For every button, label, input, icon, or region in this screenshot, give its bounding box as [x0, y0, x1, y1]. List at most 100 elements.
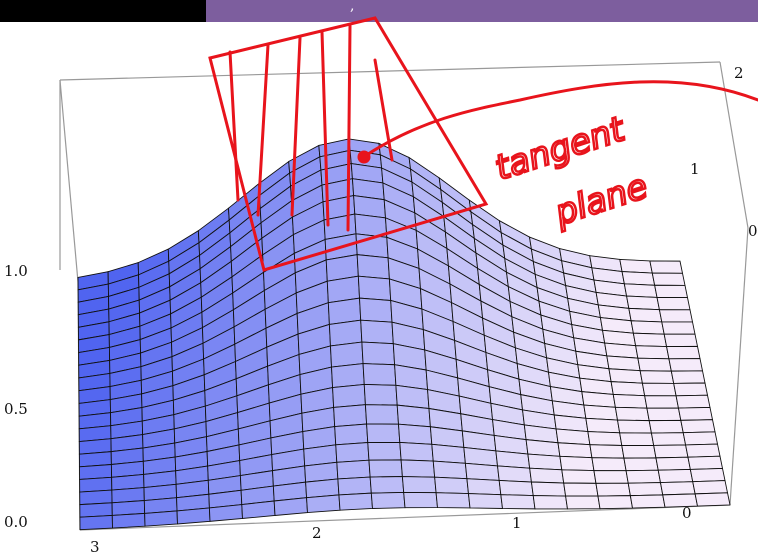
surface-cell [620, 433, 654, 446]
z-tick-label: 0.0 [4, 513, 28, 531]
surface-cell [611, 382, 645, 396]
surface-cell [686, 444, 720, 457]
surface-cell [112, 501, 145, 516]
surface-cell [336, 443, 369, 463]
surface-cell [80, 503, 112, 517]
surface-cell [468, 494, 502, 509]
x-tick-label: 2 [312, 524, 322, 542]
surface-cell [337, 460, 370, 479]
surface-cell [693, 481, 728, 494]
surface-cell [671, 371, 705, 384]
surface-cell [652, 273, 685, 285]
surface-cell [367, 424, 400, 443]
top-bar-right [206, 0, 758, 22]
surface-cell [690, 468, 725, 481]
surface-cell [676, 395, 710, 408]
surface-cell [622, 272, 655, 286]
surface-cell [613, 394, 647, 408]
surface-cell [464, 447, 498, 466]
y-tick-label: 2 [734, 64, 744, 82]
top-bar-left [0, 0, 206, 22]
tangent-point [359, 152, 369, 162]
surface-cell [112, 513, 145, 528]
x-tick-label: 0 [682, 504, 692, 522]
surface-cell [656, 457, 690, 470]
surface-cell [659, 310, 692, 322]
surface-cell [607, 356, 640, 371]
surface-cell [556, 429, 590, 445]
surface-cell [80, 490, 112, 505]
surface-cell [369, 460, 402, 477]
surface-cell [674, 383, 708, 396]
surface-cell [274, 498, 307, 516]
surface-cell [590, 445, 624, 458]
surface-cell [629, 308, 662, 322]
surface-cell [658, 469, 693, 482]
surface-cell [533, 496, 567, 509]
surface-cell [636, 346, 669, 359]
surface-cell [596, 483, 630, 496]
surface-cell [626, 470, 660, 483]
surface-cell [501, 495, 535, 509]
surface-cell [397, 405, 430, 427]
surface-cell [615, 407, 649, 420]
surface-cell [530, 468, 564, 483]
surface-cell [371, 492, 405, 508]
surface-cell [465, 463, 499, 480]
surface-cell [401, 460, 435, 477]
surface-cell [531, 482, 565, 496]
y-tick-label: 0 [748, 222, 758, 240]
surface-cell [669, 359, 703, 372]
surface-cell [335, 424, 368, 445]
surface-cell [651, 433, 685, 446]
surface-cell [681, 420, 715, 433]
surface-cell [432, 444, 466, 463]
surface-cell [662, 322, 695, 334]
surface-cell [609, 369, 642, 383]
surface-cell [640, 371, 674, 384]
surface-cell [499, 480, 533, 495]
surface-cell [598, 496, 633, 509]
surface-cell [560, 456, 594, 470]
surface-cell [588, 432, 622, 446]
surface-cell [627, 296, 660, 310]
surface-cell [628, 483, 663, 496]
surface-cell [630, 495, 665, 508]
surface-cell [564, 483, 598, 496]
x-tick-label: 3 [90, 538, 100, 556]
surface-cell [667, 346, 700, 358]
surface-cell [496, 451, 530, 468]
y-tick-label: 1 [690, 160, 700, 178]
z-tick-label: 0.5 [4, 400, 28, 418]
surface-cell [209, 505, 242, 522]
surface-cell [618, 420, 652, 433]
surface-cell [400, 442, 433, 461]
surface-cell [642, 383, 676, 396]
surface-cell [365, 405, 398, 425]
surface-cell [80, 515, 113, 529]
surface-cell [649, 420, 683, 433]
surface-cell [177, 508, 210, 524]
surface-cell [338, 477, 371, 495]
surface-cell [358, 276, 390, 300]
surface-cell [145, 511, 178, 526]
surface-cell [566, 496, 600, 509]
surface-cell [695, 493, 730, 506]
surface-cell [633, 333, 666, 346]
surface-cell [396, 385, 429, 408]
surface-cell [436, 493, 470, 508]
surface-cell [584, 405, 618, 420]
surface-cell [307, 495, 340, 513]
surface-cell [638, 358, 671, 371]
surface-cell [399, 424, 432, 444]
surface-cell [620, 259, 652, 273]
surface-cell [683, 432, 717, 445]
surface-cell [404, 492, 438, 507]
surface-cell [467, 479, 501, 495]
surface-cell [357, 255, 389, 279]
surface-cell [655, 285, 688, 297]
surface-cell [647, 408, 681, 421]
surface-cell [592, 458, 626, 471]
surface-cell [664, 334, 697, 346]
surface-cell [657, 297, 690, 309]
